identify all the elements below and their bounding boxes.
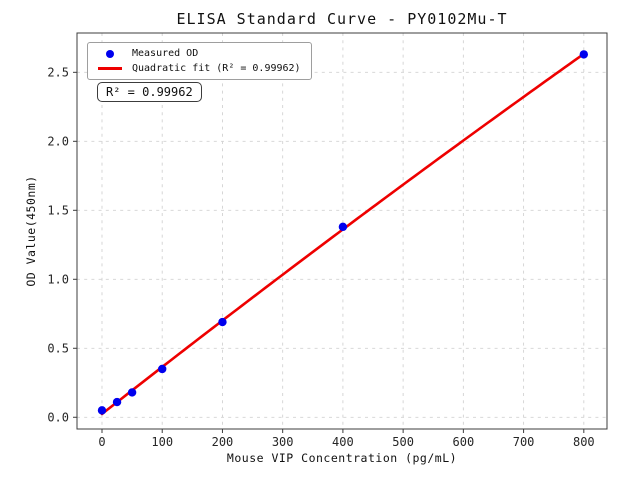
plot-frame	[76, 32, 608, 430]
legend-marker-wrap	[95, 67, 125, 70]
svg-text:100: 100	[151, 435, 173, 449]
svg-text:300: 300	[272, 435, 294, 449]
svg-text:1.5: 1.5	[47, 203, 69, 217]
x-axis-label: Mouse VIP Concentration (pg/mL)	[226, 451, 458, 465]
svg-text:2.5: 2.5	[47, 65, 69, 79]
svg-text:400: 400	[332, 435, 354, 449]
y-axis-label: OD Value(450nm)	[24, 175, 38, 287]
svg-text:1.0: 1.0	[47, 272, 69, 286]
red-line-marker-icon	[98, 67, 122, 70]
svg-text:0.0: 0.0	[47, 410, 69, 424]
legend-label-quadratic-fit: Quadratic fit (R² = 0.99962)	[132, 63, 301, 74]
legend-label-measured-od: Measured OD	[132, 48, 199, 59]
svg-text:200: 200	[212, 435, 234, 449]
data-points	[97, 50, 589, 415]
svg-text:0: 0	[98, 435, 105, 449]
legend-item-measured-od: Measured OD	[95, 48, 301, 59]
legend-item-quadratic-fit: Quadratic fit (R² = 0.99962)	[95, 63, 301, 74]
svg-text:600: 600	[453, 435, 475, 449]
legend-marker-wrap	[95, 49, 125, 58]
svg-text:800: 800	[573, 435, 595, 449]
legend: Measured OD Quadratic fit (R² = 0.99962)	[87, 42, 312, 80]
blue-dot-marker-icon	[106, 49, 114, 58]
chart-title: ELISA Standard Curve - PY0102Mu-T	[176, 10, 508, 28]
tick-marks	[73, 71, 585, 433]
svg-text:500: 500	[392, 435, 414, 449]
svg-text:0.5: 0.5	[47, 341, 69, 355]
svg-text:700: 700	[513, 435, 535, 449]
x-tick-labels: 0 100 200 300 400 500 600 700 800	[98, 435, 594, 449]
r-squared-annotation: R² = 0.99962	[97, 82, 202, 102]
svg-text:2.0: 2.0	[47, 134, 69, 148]
y-tick-labels: 0.0 0.5 1.0 1.5 2.0 2.5	[47, 65, 69, 424]
